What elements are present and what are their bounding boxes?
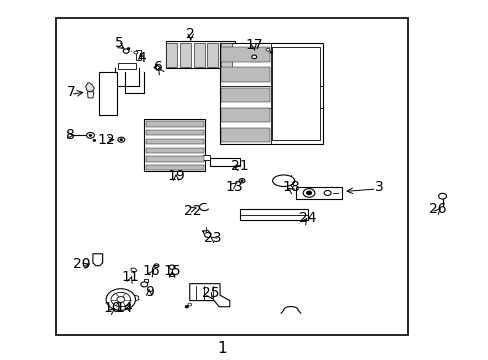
Polygon shape xyxy=(250,51,261,61)
Circle shape xyxy=(86,132,94,138)
Text: 17: 17 xyxy=(245,38,263,52)
Polygon shape xyxy=(180,43,190,67)
Text: 9: 9 xyxy=(144,285,153,298)
Text: 24: 24 xyxy=(299,211,316,225)
Text: 4: 4 xyxy=(137,51,146,64)
Polygon shape xyxy=(221,67,270,82)
Text: 18: 18 xyxy=(282,180,299,194)
Polygon shape xyxy=(145,148,203,153)
Circle shape xyxy=(120,139,122,141)
Polygon shape xyxy=(210,158,239,166)
Circle shape xyxy=(187,303,191,306)
Polygon shape xyxy=(203,155,210,160)
Polygon shape xyxy=(221,47,270,62)
Text: 14: 14 xyxy=(116,301,133,315)
Polygon shape xyxy=(189,284,229,307)
Polygon shape xyxy=(169,274,175,276)
Text: 1: 1 xyxy=(217,341,227,356)
Circle shape xyxy=(269,51,272,53)
Text: 19: 19 xyxy=(167,170,184,183)
Polygon shape xyxy=(193,43,204,67)
Circle shape xyxy=(141,282,147,287)
Circle shape xyxy=(251,55,256,59)
Text: 20: 20 xyxy=(73,257,91,270)
Circle shape xyxy=(306,191,311,195)
Circle shape xyxy=(106,289,135,310)
Text: 12: 12 xyxy=(98,134,115,147)
Polygon shape xyxy=(131,268,137,273)
Circle shape xyxy=(438,193,446,199)
Text: 8: 8 xyxy=(66,128,75,142)
Text: 21: 21 xyxy=(230,159,248,172)
Circle shape xyxy=(93,139,96,141)
Text: 2: 2 xyxy=(186,27,195,41)
Text: 7: 7 xyxy=(66,85,75,99)
Polygon shape xyxy=(145,121,203,127)
Circle shape xyxy=(134,51,138,54)
Bar xyxy=(56,18,407,335)
Polygon shape xyxy=(144,119,205,171)
Circle shape xyxy=(111,292,130,307)
Circle shape xyxy=(303,189,314,197)
Polygon shape xyxy=(239,209,307,220)
Polygon shape xyxy=(295,187,342,199)
Circle shape xyxy=(169,265,175,269)
Polygon shape xyxy=(145,156,203,162)
Text: 13: 13 xyxy=(225,180,243,194)
Text: 25: 25 xyxy=(201,287,219,300)
Polygon shape xyxy=(221,87,270,102)
Circle shape xyxy=(89,134,92,136)
Text: 10: 10 xyxy=(103,301,121,315)
Polygon shape xyxy=(145,139,203,144)
Polygon shape xyxy=(136,50,141,60)
Polygon shape xyxy=(207,43,218,67)
Polygon shape xyxy=(118,63,136,69)
Text: 3: 3 xyxy=(374,180,383,194)
Circle shape xyxy=(239,179,244,183)
Polygon shape xyxy=(221,128,270,142)
Polygon shape xyxy=(87,92,94,98)
Polygon shape xyxy=(221,43,231,67)
Polygon shape xyxy=(166,43,177,67)
Circle shape xyxy=(123,49,129,53)
Polygon shape xyxy=(99,72,117,115)
Text: 15: 15 xyxy=(163,264,181,278)
Ellipse shape xyxy=(272,175,294,186)
Polygon shape xyxy=(166,41,234,68)
Polygon shape xyxy=(220,43,322,144)
Circle shape xyxy=(185,306,188,308)
Polygon shape xyxy=(145,130,203,135)
Text: 11: 11 xyxy=(122,270,139,284)
Text: 6: 6 xyxy=(154,60,163,73)
Text: 26: 26 xyxy=(428,202,446,216)
Circle shape xyxy=(154,264,159,267)
Circle shape xyxy=(127,48,130,50)
Circle shape xyxy=(117,297,124,302)
Circle shape xyxy=(265,48,269,51)
Polygon shape xyxy=(145,165,203,170)
Circle shape xyxy=(118,137,124,142)
Text: 5: 5 xyxy=(115,36,124,50)
Circle shape xyxy=(324,190,330,195)
Text: 22: 22 xyxy=(184,204,202,217)
Polygon shape xyxy=(93,254,102,266)
Circle shape xyxy=(241,180,243,181)
Polygon shape xyxy=(133,295,139,301)
Polygon shape xyxy=(221,108,270,122)
Text: 16: 16 xyxy=(142,264,160,278)
Polygon shape xyxy=(85,83,94,92)
Text: 23: 23 xyxy=(203,231,221,244)
Polygon shape xyxy=(271,47,320,140)
